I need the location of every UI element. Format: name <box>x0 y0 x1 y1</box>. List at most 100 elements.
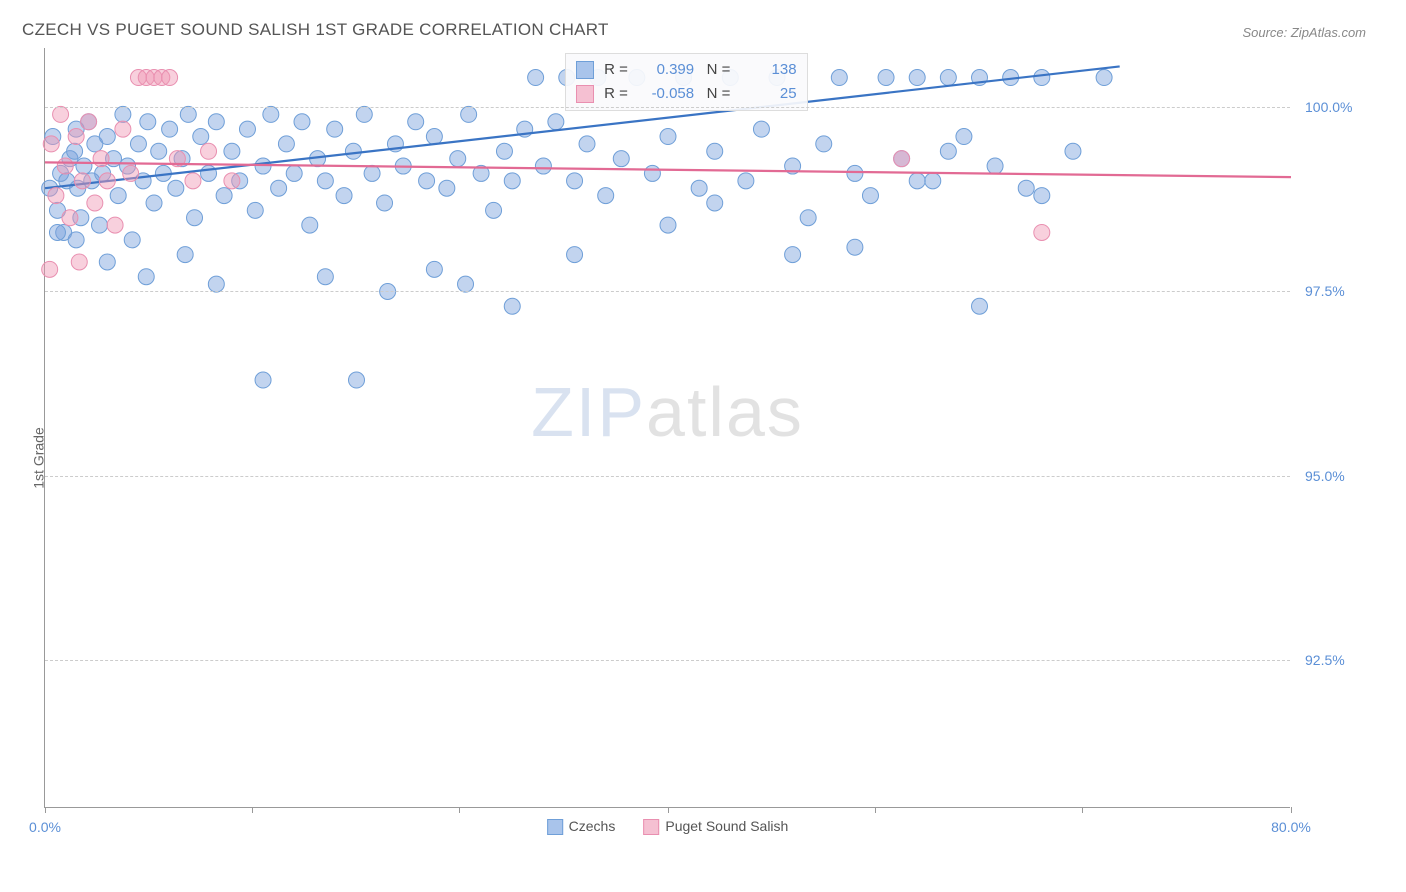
scatter-point-czechs <box>598 188 614 204</box>
scatter-point-czechs <box>987 158 1003 174</box>
scatter-point-czechs <box>925 173 941 189</box>
legend-swatch-salish <box>643 819 659 835</box>
scatter-point-czechs <box>707 143 723 159</box>
scatter-point-czechs <box>660 217 676 233</box>
scatter-point-czechs <box>613 151 629 167</box>
y-tick-label: 92.5% <box>1305 652 1345 668</box>
stats-r-czechs: 0.399 <box>632 58 694 82</box>
scatter-point-czechs <box>377 195 393 211</box>
scatter-point-czechs <box>567 173 583 189</box>
scatter-point-czechs <box>831 70 847 86</box>
scatter-point-czechs <box>302 217 318 233</box>
scatter-point-salish <box>123 165 139 181</box>
stats-swatch-czechs <box>576 61 594 79</box>
scatter-point-czechs <box>247 202 263 218</box>
scatter-point-czechs <box>146 195 162 211</box>
scatter-point-czechs <box>660 129 676 145</box>
scatter-point-czechs <box>408 114 424 130</box>
scatter-point-czechs <box>68 232 84 248</box>
scatter-point-czechs <box>504 173 520 189</box>
scatter-point-czechs <box>1065 143 1081 159</box>
y-tick-label: 97.5% <box>1305 283 1345 299</box>
scatter-point-czechs <box>286 165 302 181</box>
scatter-point-salish <box>224 173 240 189</box>
scatter-point-czechs <box>216 188 232 204</box>
scatter-point-czechs <box>548 114 564 130</box>
scatter-point-czechs <box>180 106 196 122</box>
scatter-point-czechs <box>67 143 83 159</box>
scatter-point-salish <box>1034 224 1050 240</box>
scatter-point-czechs <box>336 188 352 204</box>
scatter-point-czechs <box>1096 70 1112 86</box>
scatter-point-czechs <box>271 180 287 196</box>
legend-item-salish: Puget Sound Salish <box>643 818 788 835</box>
scatter-point-czechs <box>76 158 92 174</box>
scatter-point-czechs <box>92 217 108 233</box>
scatter-point-czechs <box>327 121 343 137</box>
scatter-point-salish <box>894 151 910 167</box>
scatter-point-czechs <box>239 121 255 137</box>
scatter-point-czechs <box>263 106 279 122</box>
scatter-point-czechs <box>278 136 294 152</box>
scatter-point-salish <box>107 217 123 233</box>
scatter-point-salish <box>99 173 115 189</box>
stats-swatch-salish <box>576 85 594 103</box>
scatter-point-czechs <box>162 121 178 137</box>
chart-container: 1st Grade ZIPatlas R = 0.399 N = 138 R =… <box>0 48 1406 868</box>
scatter-point-czechs <box>691 180 707 196</box>
scatter-point-czechs <box>461 106 477 122</box>
scatter-point-salish <box>43 136 59 152</box>
y-tick-label: 100.0% <box>1305 99 1352 115</box>
stats-row-salish: R = -0.058 N = 25 <box>576 82 797 106</box>
scatter-point-salish <box>68 129 84 145</box>
scatter-point-czechs <box>972 298 988 314</box>
scatter-point-salish <box>42 261 58 277</box>
scatter-point-czechs <box>168 180 184 196</box>
scatter-point-czechs <box>1018 180 1034 196</box>
scatter-point-czechs <box>847 239 863 255</box>
scatter-point-czechs <box>317 173 333 189</box>
scatter-point-czechs <box>1034 188 1050 204</box>
scatter-point-czechs <box>909 173 925 189</box>
scatter-point-czechs <box>317 269 333 285</box>
scatter-point-salish <box>87 195 103 211</box>
scatter-point-czechs <box>496 143 512 159</box>
stats-box: R = 0.399 N = 138 R = -0.058 N = 25 <box>565 53 808 111</box>
stats-row-czechs: R = 0.399 N = 138 <box>576 58 797 82</box>
scatter-point-czechs <box>49 224 65 240</box>
stats-r-salish: -0.058 <box>632 82 694 106</box>
scatter-point-czechs <box>138 269 154 285</box>
x-tick <box>252 807 253 813</box>
scatter-point-czechs <box>140 114 156 130</box>
x-tick-label: 80.0% <box>1271 819 1311 835</box>
scatter-point-czechs <box>738 173 754 189</box>
scatter-point-czechs <box>940 70 956 86</box>
scatter-point-czechs <box>450 151 466 167</box>
x-tick-label: 0.0% <box>29 819 61 835</box>
scatter-point-salish <box>53 106 69 122</box>
scatter-point-czechs <box>909 70 925 86</box>
scatter-point-czechs <box>349 372 365 388</box>
x-tick <box>875 807 876 813</box>
scatter-point-salish <box>81 114 97 130</box>
stats-n-czechs: 138 <box>735 58 797 82</box>
scatter-point-czechs <box>115 106 131 122</box>
gridline-h <box>45 476 1290 477</box>
gridline-h <box>45 660 1290 661</box>
scatter-point-czechs <box>177 247 193 263</box>
scatter-point-czechs <box>458 276 474 292</box>
scatter-point-czechs <box>504 298 520 314</box>
legend-swatch-czechs <box>547 819 563 835</box>
legend-item-czechs: Czechs <box>547 818 616 835</box>
scatter-point-czechs <box>878 70 894 86</box>
scatter-point-czechs <box>567 247 583 263</box>
scatter-point-czechs <box>753 121 769 137</box>
scatter-point-salish <box>185 173 201 189</box>
x-tick <box>668 807 669 813</box>
scatter-point-czechs <box>528 70 544 86</box>
scatter-point-czechs <box>130 136 146 152</box>
scatter-point-czechs <box>426 261 442 277</box>
scatter-point-czechs <box>486 202 502 218</box>
gridline-h <box>45 107 1290 108</box>
stats-n-salish: 25 <box>735 82 797 106</box>
